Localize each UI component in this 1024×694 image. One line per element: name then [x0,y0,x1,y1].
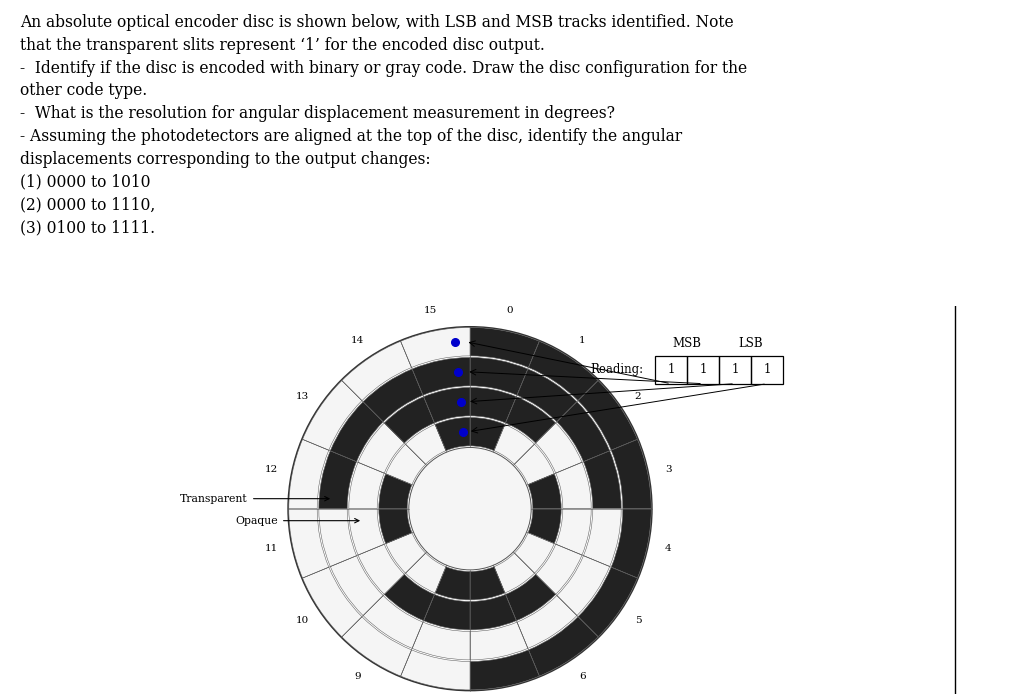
Wedge shape [528,474,561,509]
Wedge shape [406,553,446,593]
Text: 1: 1 [699,363,707,376]
Wedge shape [528,617,598,676]
Bar [719,356,751,384]
Wedge shape [384,397,434,443]
Wedge shape [424,595,470,630]
Wedge shape [435,418,470,450]
Text: 5: 5 [635,616,641,625]
Wedge shape [358,544,404,594]
Wedge shape [424,387,470,423]
Text: 3: 3 [665,465,672,474]
Text: 14: 14 [351,336,365,345]
Wedge shape [470,387,516,423]
Wedge shape [331,556,383,616]
Wedge shape [557,402,609,462]
Wedge shape [400,650,470,690]
Wedge shape [470,650,540,690]
Text: 6: 6 [579,672,586,681]
Wedge shape [379,474,412,509]
Wedge shape [514,533,554,573]
Text: 13: 13 [295,392,308,401]
Text: An absolute optical encoder disc is shown below, with LSB and MSB tracks identif: An absolute optical encoder disc is show… [20,14,748,237]
Text: Opaque: Opaque [236,516,359,525]
Wedge shape [528,341,598,400]
Wedge shape [470,622,527,660]
Wedge shape [556,462,591,509]
Text: Reading:: Reading: [590,363,643,376]
Text: LSB: LSB [738,337,763,350]
Text: 15: 15 [424,306,437,315]
Text: 12: 12 [265,465,279,474]
Wedge shape [528,509,561,543]
Wedge shape [517,369,577,422]
Bar [687,356,719,384]
Wedge shape [400,328,470,368]
Text: 11: 11 [265,543,279,552]
Wedge shape [342,617,412,676]
Wedge shape [435,567,470,600]
Wedge shape [506,575,556,620]
Wedge shape [289,509,329,578]
Wedge shape [517,595,577,648]
Wedge shape [318,509,356,566]
Wedge shape [406,425,446,464]
Wedge shape [331,402,383,462]
Wedge shape [364,595,423,648]
Wedge shape [470,418,505,450]
Text: Transparent: Transparent [180,493,329,504]
Wedge shape [470,357,527,395]
Wedge shape [384,575,434,620]
Circle shape [409,448,531,570]
Wedge shape [578,380,637,450]
Wedge shape [342,341,412,400]
Wedge shape [584,451,622,509]
Wedge shape [349,509,384,555]
Wedge shape [303,567,361,637]
Bar [655,356,687,384]
Text: 1: 1 [668,363,675,376]
Wedge shape [494,553,535,593]
Wedge shape [611,439,651,509]
Wedge shape [514,444,554,484]
Wedge shape [289,439,329,509]
Wedge shape [506,397,556,443]
Wedge shape [303,380,361,450]
Text: 9: 9 [354,672,361,681]
Wedge shape [536,423,582,473]
Wedge shape [611,509,651,578]
Wedge shape [412,622,470,660]
Wedge shape [557,556,609,616]
Wedge shape [536,544,582,594]
Text: 1: 1 [731,363,738,376]
Text: 1: 1 [763,363,771,376]
Text: 0: 0 [506,306,513,315]
Text: MSB: MSB [673,337,701,350]
Text: 2: 2 [635,392,641,401]
Wedge shape [578,567,637,637]
Text: 4: 4 [665,543,672,552]
Wedge shape [318,451,356,509]
Wedge shape [470,595,516,630]
Bar [751,356,783,384]
Text: 10: 10 [295,616,308,625]
Wedge shape [386,444,426,484]
Wedge shape [364,369,423,422]
Wedge shape [494,425,535,464]
Wedge shape [470,567,505,600]
Wedge shape [358,423,404,473]
Text: 1: 1 [579,336,586,345]
Wedge shape [584,509,622,566]
Wedge shape [349,462,384,509]
Wedge shape [379,509,412,543]
Wedge shape [470,328,540,368]
Wedge shape [556,509,591,555]
Wedge shape [412,357,470,395]
Wedge shape [386,533,426,573]
